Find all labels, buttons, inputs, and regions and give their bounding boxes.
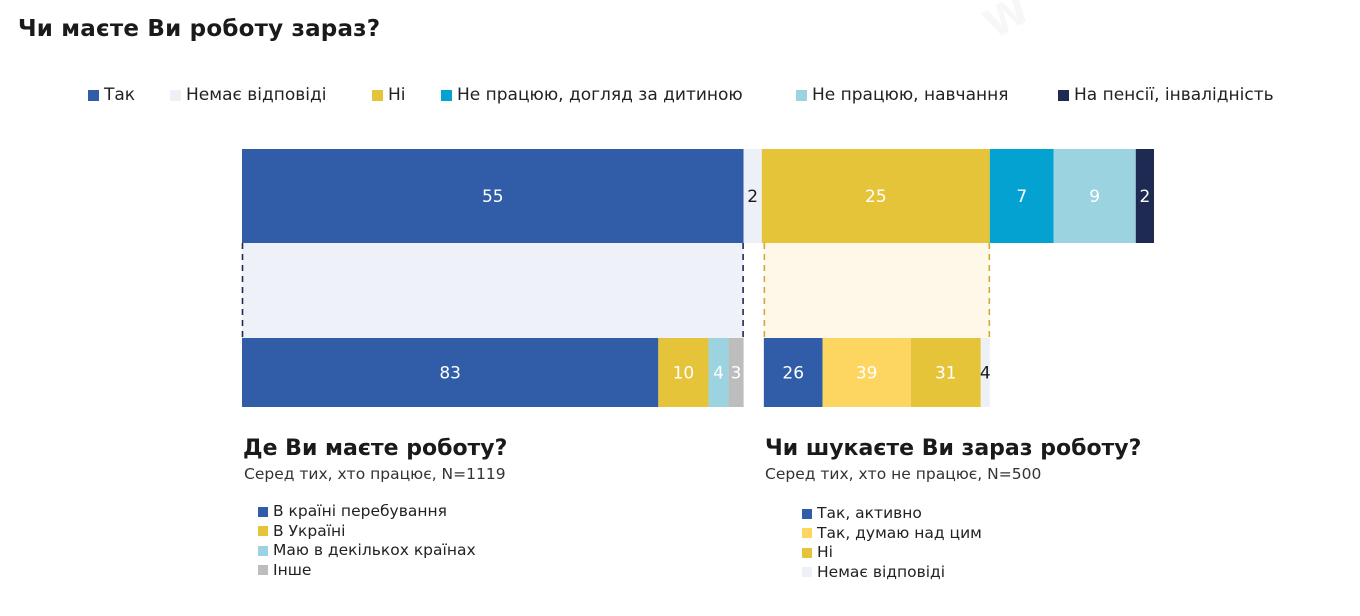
bar-segment: [242, 338, 659, 407]
legend-item: На пенсії, інвалідність: [1058, 85, 1274, 105]
data-label: 4: [980, 364, 991, 384]
legend-item: Маю в декількох країнах: [258, 541, 476, 561]
legend-item: В країні перебування: [258, 502, 476, 522]
legend-swatch: [802, 547, 812, 558]
bar-segment: [989, 149, 1054, 243]
right-panel-title: Чи шукаєте Ви зараз роботу?: [765, 436, 1142, 461]
bar-segment: [822, 338, 911, 407]
legend-swatch: [258, 565, 268, 576]
legend-swatch: [796, 89, 807, 101]
data-label: 10: [673, 364, 695, 384]
legend-label: Не працюю, догляд за дитиною: [457, 85, 743, 105]
legend-label: Ні: [388, 85, 406, 105]
data-label: 2: [747, 187, 758, 207]
bar-segment: [763, 338, 823, 407]
data-label: 83: [439, 364, 461, 384]
legend-item: Ні: [802, 543, 982, 563]
legend-label: В Україні: [273, 521, 346, 540]
legend-item: Інше: [258, 561, 476, 581]
legend-label: На пенсії, інвалідність: [1074, 85, 1274, 105]
bar-segment: [1135, 149, 1154, 243]
legend-label: Так, думаю над цим: [817, 523, 982, 542]
data-label: 7: [1016, 187, 1027, 207]
legend-item: Так: [88, 85, 135, 105]
legend-label: Ні: [817, 543, 833, 561]
data-label: 4: [713, 364, 724, 384]
legend-item: В Україні: [258, 522, 476, 542]
legend-item: Ні: [372, 85, 406, 105]
bar-segment: [743, 149, 762, 243]
legend-item: Так, думаю над цим: [802, 524, 982, 544]
bar-segment: [910, 338, 981, 407]
data-label: 55: [482, 187, 504, 207]
legend-swatch: [1058, 89, 1069, 101]
bar-segment: [728, 338, 744, 407]
legend-item: Немає відповіді: [170, 85, 326, 105]
legend-item: Так, активно: [802, 504, 982, 524]
legend-swatch: [88, 89, 99, 101]
bar-segment: [658, 338, 709, 407]
bar-segment: [761, 149, 990, 243]
legend-swatch: [170, 89, 181, 101]
legend-label: В країні перебування: [273, 502, 447, 520]
bar-segment: [708, 338, 729, 407]
left-panel-title: Де Ви маєте роботу?: [243, 436, 508, 461]
data-label: 9: [1089, 187, 1100, 207]
data-label: 39: [856, 364, 878, 384]
legend-label: Маю в декількох країнах: [273, 541, 476, 559]
data-label: 2: [1139, 187, 1150, 207]
left-panel-caption: Серед тих, хто працює, N=1119: [244, 465, 506, 483]
left-panel-legend: В країні перебування В Україні Маю в дек…: [258, 502, 476, 580]
legend-label: Так, активно: [817, 504, 922, 522]
legend-swatch: [802, 567, 812, 578]
chart-title: Чи маєте Ви роботу зараз?: [18, 16, 381, 42]
legend-label: Так: [104, 85, 136, 105]
legend-swatch: [258, 526, 268, 537]
legend-swatch: [372, 89, 383, 101]
data-label: 25: [865, 187, 887, 207]
legend-swatch: [802, 528, 812, 539]
legend-swatch: [258, 545, 268, 556]
legend-item: Немає відповіді: [802, 563, 982, 583]
legend-item: Не працюю, навчання: [796, 85, 1008, 105]
legend-swatch: [441, 89, 452, 101]
connector-band: [242, 243, 744, 338]
legend-label: Немає відповіді: [817, 562, 946, 581]
right-panel-caption: Серед тих, хто не працює, N=500: [765, 465, 1042, 483]
connector-band: [763, 243, 990, 338]
right-panel-legend: Так, активно Так, думаю над цим Ні Немає…: [802, 504, 982, 582]
legend-swatch: [802, 508, 812, 519]
data-label: 31: [935, 364, 957, 384]
data-label: 26: [782, 364, 804, 384]
data-label: 3: [731, 364, 742, 384]
legend-label: Немає відповіді: [186, 85, 327, 105]
legend-swatch: [258, 506, 268, 517]
legend-label: Не працюю, навчання: [812, 85, 1009, 105]
legend-label: Інше: [273, 560, 312, 579]
bar-segment: [980, 338, 990, 407]
bar-segment: [1053, 149, 1136, 243]
bar-segment: [242, 149, 744, 243]
legend-item: Не працюю, догляд за дитиною: [441, 85, 743, 105]
